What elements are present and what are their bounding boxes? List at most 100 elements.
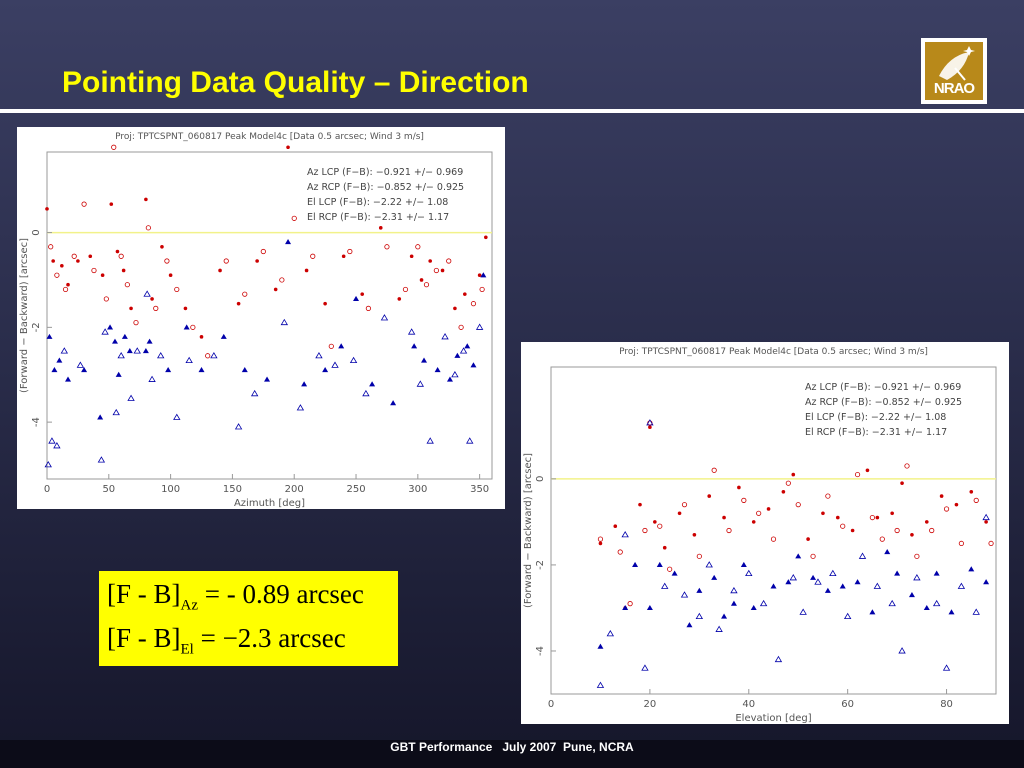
data-point-az-rcp [242,291,248,297]
data-point-az-rcp [458,324,464,330]
legend-entry: Az LCP (F−B): −0.921 +/− 0.969 [307,167,463,178]
data-point-az-rcp [879,536,885,542]
data-point-el-lcp [795,553,802,559]
data-point-el-rcp [898,647,906,654]
data-point-el-rcp [426,437,434,444]
data-point-az-rcp [597,536,604,542]
data-point-az-rcp [770,536,777,542]
data-point-el-rcp [76,361,85,368]
data-point-el-lcp [264,376,271,382]
data-point-az-lcp [766,507,771,511]
data-point-az-lcp [360,292,365,296]
x-tick-label: 300 [408,484,427,495]
data-point-az-rcp [446,258,452,264]
data-point-az-lcp [984,520,988,524]
data-point-az-rcp [741,497,747,503]
data-point-el-lcp [421,357,428,363]
x-tick-label: 0 [44,484,50,495]
data-point-el-lcp [46,333,53,339]
data-point-az-lcp [160,244,164,249]
data-point-az-rcp [328,343,334,349]
data-point-az-rcp [840,523,846,529]
y-axis-label: (Forward − Backward) [arcsec] [523,453,534,608]
data-point-el-lcp [107,324,114,330]
data-point-az-lcp [484,235,488,240]
data-point-az-lcp [463,292,467,296]
data-point-az-lcp [121,268,126,273]
data-point-az-lcp [255,259,259,263]
data-point-az-rcp [756,510,762,516]
formula-el-lhs: [F - B] [107,623,181,653]
y-tick-label: -4 [31,417,42,427]
data-point-az-rcp [402,286,409,293]
data-point-az-lcp [286,145,290,150]
data-point-el-lcp [470,362,477,368]
data-point-az-lcp [304,268,309,273]
data-point-az-rcp [904,463,910,469]
data-point-el-rcp [661,582,669,589]
data-point-el-lcp [711,574,718,580]
data-point-az-rcp [365,305,371,311]
data-point-az-rcp [470,301,477,307]
data-point-el-rcp [407,328,416,335]
data-point-el-lcp [933,570,940,576]
data-point-az-lcp [737,485,741,490]
data-point-az-rcp [279,277,285,283]
data-point-az-lcp [781,489,786,494]
data-point-az-rcp [124,282,130,288]
data-point-el-lcp [948,609,955,615]
data-point-az-lcp [66,282,70,287]
data-point-az-lcp [144,197,148,202]
data-point-az-lcp [168,273,173,278]
data-point-el-rcp [112,408,120,416]
data-point-az-rcp [164,258,170,264]
data-point-az-rcp [153,305,159,311]
data-point-az-rcp [205,353,211,359]
data-point-az-lcp [397,297,402,301]
y-axis-label: (Forward − Backward) [arcsec] [19,238,30,393]
y-tick-label: -2 [535,560,546,570]
data-point-el-lcp [671,570,678,576]
data-point-el-lcp [411,343,418,349]
data-point-el-lcp [480,272,487,278]
data-point-el-rcp [459,347,468,354]
data-point-el-rcp [53,442,61,449]
data-point-az-rcp [667,566,673,572]
data-point-az-rcp [795,502,801,508]
data-point-az-lcp [751,520,756,524]
data-point-el-rcp [745,569,753,577]
data-point-el-lcp [656,561,663,568]
data-point-az-lcp [419,278,424,282]
legend-entry: El LCP (F−B): −2.22 +/− 1.08 [805,412,946,423]
data-point-az-lcp [910,533,914,537]
data-point-az-rcp [111,144,117,150]
data-point-az-rcp [423,282,430,288]
x-tick-label: 0 [548,699,554,710]
data-point-az-rcp [958,540,964,547]
data-point-az-lcp [100,273,105,278]
data-point-az-lcp [692,533,697,537]
data-point-az-lcp [924,520,929,524]
data-point-el-lcp [338,343,345,349]
data-point-el-lcp [686,622,693,628]
data-point-el-rcp [451,370,459,378]
x-tick-label: 100 [161,484,180,495]
formula-el-subscript: El [180,641,194,658]
formula-az-rhs: = - 0.89 arcsec [204,579,364,609]
data-point-az-lcp [218,268,222,273]
legend-entry: Az LCP (F−B): −0.921 +/− 0.969 [805,382,961,393]
data-point-az-rcp [223,258,229,264]
data-point-el-lcp [285,239,292,245]
data-point-el-rcp [143,290,151,297]
data-point-az-lcp [939,494,944,498]
data-point-el-lcp [770,583,777,589]
x-tick-label: 80 [940,699,953,710]
data-point-az-lcp [323,301,327,306]
data-point-az-lcp [76,259,80,263]
formula-az: [F - B]Az = - 0.89 arcsec [107,579,364,614]
data-point-az-lcp [677,511,682,516]
data-point-az-lcp [51,259,55,263]
data-point-el-rcp [466,437,474,444]
footer-bar [0,740,1024,768]
plot-frame [550,366,997,695]
